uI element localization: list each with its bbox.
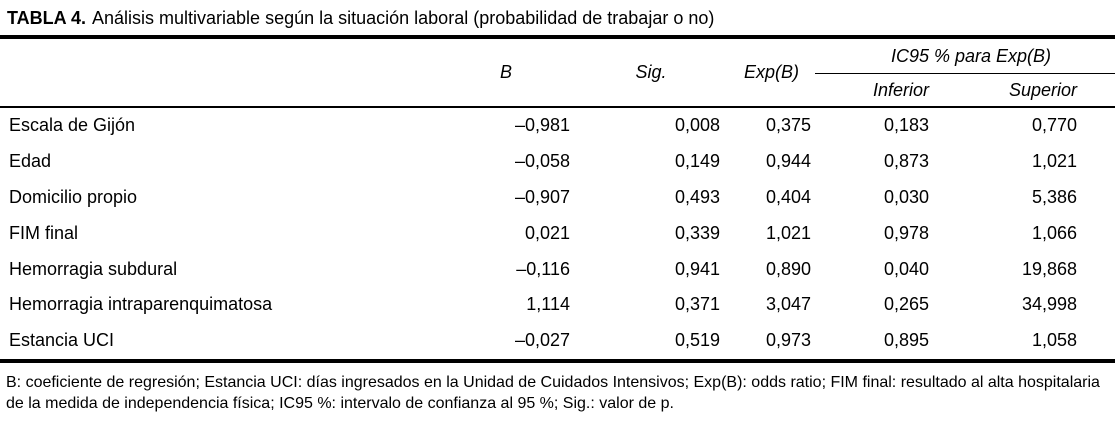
cell-sig: 0,371: [674, 294, 720, 315]
corner-cell: [0, 37, 440, 108]
cell-superior: 5,386: [1031, 186, 1078, 207]
cell-superior: 19,868: [1021, 258, 1078, 279]
table-body: Escala de Gijón –0,981 0,008 0,375 0,183…: [0, 107, 1115, 361]
table-row: Escala de Gijón –0,981 0,008 0,375 0,183…: [0, 107, 1115, 144]
cell-superior: 0,770: [1031, 115, 1078, 136]
cell-sig: 0,493: [674, 186, 720, 207]
column-header-expb: Exp(B): [730, 37, 815, 108]
row-label: Edad: [9, 151, 52, 172]
cell-expb: 0,973: [765, 330, 811, 351]
cell-expb: 0,890: [765, 258, 811, 279]
cell-superior: 34,998: [1021, 294, 1078, 315]
multivariate-analysis-table: B Sig. Exp(B) IC95 % para Exp(B) Inferio…: [0, 35, 1115, 363]
cell-sig: 0,149: [674, 151, 720, 172]
cell-inferior: 0,030: [883, 186, 929, 207]
cell-expb: 0,944: [765, 151, 811, 172]
table-header: B Sig. Exp(B) IC95 % para Exp(B) Inferio…: [0, 37, 1115, 108]
column-header-inferior: Inferior: [815, 73, 945, 108]
cell-b: 0,021: [524, 222, 570, 243]
cell-b: –0,907: [514, 186, 570, 207]
table-row: Hemorragia intraparenquimatosa 1,114 0,3…: [0, 287, 1115, 323]
cell-b: –0,027: [514, 330, 570, 351]
cell-superior: 1,066: [1031, 222, 1078, 243]
table-row: Estancia UCI –0,027 0,519 0,973 0,895 1,…: [0, 323, 1115, 361]
cell-inferior: 0,978: [883, 222, 929, 243]
cell-inferior: 0,895: [883, 330, 929, 351]
row-label: Estancia UCI: [9, 330, 115, 351]
cell-sig: 0,941: [674, 258, 720, 279]
table-row: Hemorragia subdural –0,116 0,941 0,890 0…: [0, 251, 1115, 287]
cell-inferior: 0,183: [883, 115, 929, 136]
table-footnote: B: coeficiente de regresión; Estancia UC…: [6, 373, 1100, 412]
column-header-b: B: [440, 37, 580, 108]
cell-sig: 0,339: [674, 222, 720, 243]
cell-inferior: 0,040: [883, 258, 929, 279]
cell-superior: 1,058: [1031, 330, 1078, 351]
cell-b: –0,116: [516, 258, 570, 279]
column-header-ic95-span: IC95 % para Exp(B): [815, 37, 1115, 74]
cell-expb: 3,047: [765, 294, 811, 315]
table-row: Domicilio propio –0,907 0,493 0,404 0,03…: [0, 180, 1115, 216]
cell-inferior: 0,265: [883, 294, 929, 315]
table-title: TABLA 4. Análisis multivariable según la …: [0, 0, 1115, 35]
cell-expb: 0,404: [765, 186, 811, 207]
table-number: TABLA 4.: [7, 8, 86, 28]
table-caption: Análisis multivariable según la situació…: [92, 8, 715, 28]
table-row: Edad –0,058 0,149 0,944 0,873 1,021: [0, 144, 1115, 180]
cell-b: –0,981: [514, 115, 570, 136]
cell-inferior: 0,873: [883, 151, 929, 172]
cell-b: 1,114: [526, 294, 570, 315]
cell-superior: 1,021: [1031, 151, 1078, 172]
row-label: Hemorragia subdural: [9, 258, 178, 279]
column-header-superior: Superior: [945, 73, 1115, 108]
cell-sig: 0,008: [674, 115, 720, 136]
row-label: Escala de Gijón: [9, 115, 136, 136]
column-header-sig: Sig.: [580, 37, 730, 108]
table-row: FIM final 0,021 0,339 1,021 0,978 1,066: [0, 215, 1115, 251]
cell-sig: 0,519: [674, 330, 720, 351]
cell-expb: 0,375: [765, 115, 811, 136]
row-label: FIM final: [9, 222, 79, 243]
cell-b: –0,058: [514, 151, 570, 172]
row-label: Hemorragia intraparenquimatosa: [9, 294, 273, 315]
cell-expb: 1,021: [765, 222, 811, 243]
row-label: Domicilio propio: [9, 186, 138, 207]
